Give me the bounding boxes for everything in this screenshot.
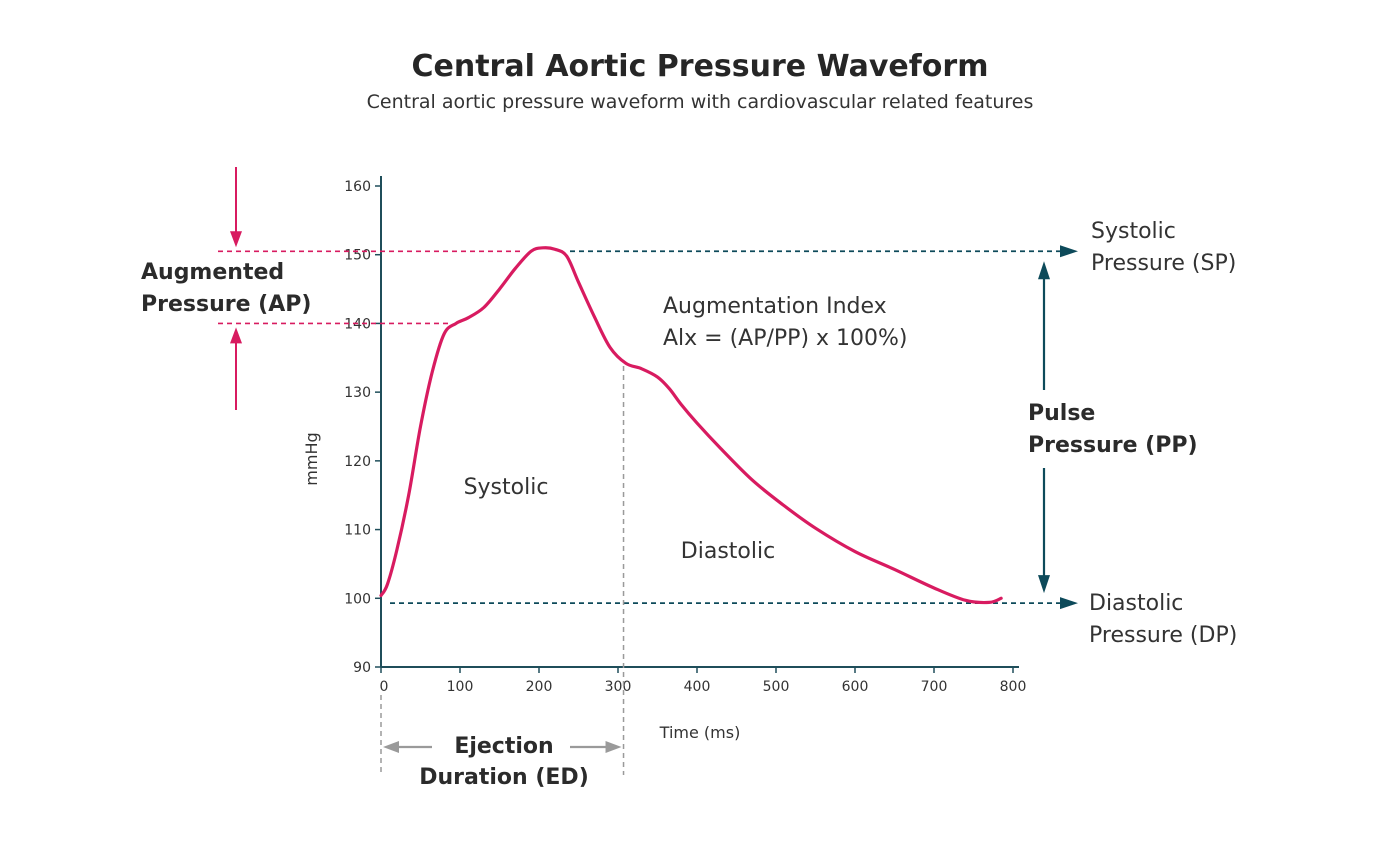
x-tick-label: 0	[380, 679, 389, 695]
augmentation-index-formula: Alx = (AP/PP) x 100%)	[663, 326, 908, 351]
annotation-arrows	[230, 167, 1050, 753]
chart-axes	[375, 176, 1019, 673]
x-tick-label: 600	[842, 679, 869, 695]
x-tick-label: 500	[763, 679, 790, 695]
augmented-pressure-arrowhead-down	[230, 231, 242, 248]
augmentation-index-title: Augmentation Index	[663, 294, 887, 319]
pulse-pressure-arrowhead-up	[1038, 261, 1050, 280]
tick-labels: 0 100 200 300 400 500 600 700 800 90 100 110 120 130 1…	[344, 179, 1026, 695]
chart-subtitle: Central aortic pressure waveform with ca…	[367, 91, 1034, 113]
chart-title: Central Aortic Pressure Waveform	[412, 49, 989, 84]
augmented-pressure-arrowhead-up	[230, 327, 242, 344]
pressure-waveform-line	[379, 246, 1003, 605]
systolic-region-label: Systolic	[464, 475, 549, 500]
y-tick-label: 140	[344, 316, 371, 332]
systolic-pressure-arrowhead	[1060, 245, 1078, 258]
x-tick-label: 400	[684, 679, 711, 695]
x-tick-label: 100	[447, 679, 474, 695]
ejection-duration-arrowhead-left	[383, 741, 399, 753]
y-tick-label: 100	[344, 591, 371, 607]
pulse-pressure-arrowhead-down	[1038, 575, 1050, 594]
diastolic-pressure-label-line1: Diastolic	[1089, 591, 1183, 616]
ejection-duration-arrowhead-right	[605, 741, 622, 753]
systolic-pressure-label-line2: Pressure (SP)	[1091, 251, 1236, 276]
x-axis-label: Time (ms)	[659, 723, 741, 742]
ejection-duration-label-line2: Duration (ED)	[419, 765, 589, 790]
y-tick-label: 90	[353, 660, 371, 676]
augmented-pressure-label-line2: Pressure (AP)	[141, 292, 311, 317]
pulse-pressure-label-line1: Pulse	[1028, 401, 1095, 426]
diastolic-region-label: Diastolic	[681, 539, 775, 564]
pulse-pressure-label-line2: Pressure (PP)	[1028, 433, 1198, 458]
x-tick-label: 300	[605, 679, 632, 695]
y-axis-label: mmHg	[302, 432, 321, 485]
y-tick-label: 150	[344, 248, 371, 264]
y-tick-label: 160	[344, 179, 371, 195]
y-tick-label: 120	[344, 454, 371, 470]
x-tick-label: 800	[1000, 679, 1027, 695]
series-group	[379, 246, 1003, 605]
y-tick-label: 130	[344, 385, 371, 401]
ejection-duration-label-line1: Ejection	[454, 734, 553, 759]
y-tick-label: 110	[344, 523, 371, 539]
systolic-pressure-label-line1: Systolic	[1091, 219, 1176, 244]
augmented-pressure-label-line1: Augmented	[141, 260, 284, 285]
diastolic-pressure-label-line2: Pressure (DP)	[1089, 623, 1237, 648]
x-tick-label: 200	[526, 679, 553, 695]
reference-lines	[218, 245, 1078, 775]
diastolic-pressure-arrowhead	[1060, 597, 1078, 610]
x-tick-label: 700	[921, 679, 948, 695]
